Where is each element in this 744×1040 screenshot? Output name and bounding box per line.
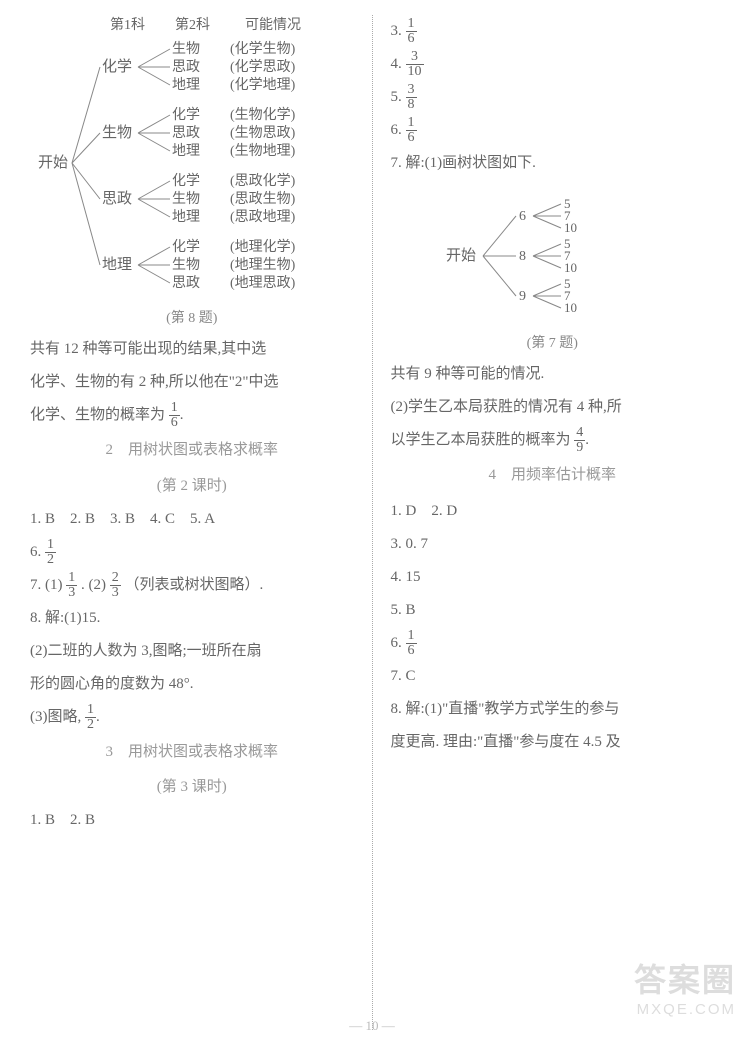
svg-text:开始: 开始 <box>38 154 68 171</box>
frac-2-3: 2 3 <box>110 571 121 600</box>
r-q7-2a: (2)学生乙本局获胜的情况有 4 种,所 <box>391 391 715 424</box>
frac-1-6: 1 6 <box>169 401 180 430</box>
svg-text:(思政化学): (思政化学) <box>230 173 296 189</box>
frac-1-6-r1: 1 6 <box>406 17 417 46</box>
para1-line3-b: . <box>180 407 184 423</box>
r-q6: 6. 1 6 <box>391 114 715 147</box>
s2-q6: 6. 1 2 <box>30 536 354 569</box>
svg-text:开始: 开始 <box>446 247 476 264</box>
svg-text:10: 10 <box>564 300 577 315</box>
frac-4-9: 4 9 <box>574 426 585 455</box>
r-q7-2b: 以学生乙本局获胜的概率为 4 9 . <box>391 424 715 457</box>
left-column: 第1科 第2科 可能情况 开始 化学 生物 思政 地理 (化学生物) (化学思政… <box>30 15 372 1030</box>
svg-text:8: 8 <box>519 249 526 264</box>
svg-text:化学: 化学 <box>172 107 200 123</box>
tree-diagram-q8: 第1科 第2科 可能情况 开始 化学 生物 思政 地理 (化学生物) (化学思政… <box>30 15 330 305</box>
svg-text:(思政生物): (思政生物) <box>230 191 296 207</box>
svg-text:地理: 地理 <box>172 209 200 225</box>
svg-text:生物: 生物 <box>172 191 200 207</box>
frac-3-8: 3 8 <box>406 83 417 112</box>
r-q7-head: 7. 解:(1)画树状图如下. <box>391 147 715 180</box>
frac-3-10: 3 10 <box>406 50 424 79</box>
frac-1-2b: 1 2 <box>85 703 96 732</box>
svg-text:10: 10 <box>564 260 577 275</box>
svg-text:思政: 思政 <box>172 125 200 141</box>
s4-q4: 4. 15 <box>391 561 715 594</box>
page-number: — 10 — <box>0 1018 744 1034</box>
svg-text:(生物思政): (生物思政) <box>230 125 296 141</box>
tree2-caption: (第 7 题) <box>391 330 715 358</box>
r-q5: 5. 3 8 <box>391 81 715 114</box>
s4-q3: 3. 0. 7 <box>391 528 715 561</box>
svg-text:(生物地理): (生物地理) <box>230 143 296 159</box>
svg-text:6: 6 <box>519 209 526 224</box>
para1-line2: 化学、生物的有 2 种,所以他在"2"中选 <box>30 366 354 399</box>
svg-text:(地理化学): (地理化学) <box>230 239 296 255</box>
s3-q1-2: 1. B 2. B <box>30 804 354 837</box>
s2-q1-5: 1. B 2. B 3. B 4. C 5. A <box>30 503 354 536</box>
svg-text:(思政地理): (思政地理) <box>230 209 296 225</box>
svg-text:第1科: 第1科 <box>110 16 145 33</box>
s2-q8-2a: (2)二班的人数为 3,图略;一班所在扇 <box>30 635 354 668</box>
s2-q7: 7. (1) 1 3 . (2) 2 3 （列表或树状图略）. <box>30 569 354 602</box>
page-root: 第1科 第2科 可能情况 开始 化学 生物 思政 地理 (化学生物) (化学思政… <box>0 0 744 1040</box>
svg-text:地理: 地理 <box>102 256 132 273</box>
s2-q8-3: (3)图略, 1 2 . <box>30 701 354 734</box>
para1-line1: 共有 12 种等可能出现的结果,其中选 <box>30 333 354 366</box>
frac-1-6-r3: 1 6 <box>406 629 417 658</box>
svg-text:可能情况: 可能情况 <box>245 17 301 33</box>
s4-q5: 5. B <box>391 594 715 627</box>
svg-text:地理: 地理 <box>172 143 200 159</box>
section-2-title: 2 用树状图或表格求概率 <box>30 432 354 470</box>
s4-q8b: 度更高. 理由:"直播"参与度在 4.5 及 <box>391 726 715 759</box>
svg-text:(化学生物): (化学生物) <box>230 41 296 57</box>
s4-q1-2: 1. D 2. D <box>391 495 715 528</box>
frac-1-3: 1 3 <box>66 571 77 600</box>
frac-1-2: 1 2 <box>45 538 56 567</box>
frac-1-6-r2: 1 6 <box>406 116 417 145</box>
svg-text:化学: 化学 <box>102 58 132 75</box>
svg-text:生物: 生物 <box>102 124 132 141</box>
svg-text:第2科: 第2科 <box>175 16 210 33</box>
svg-text:(化学地理): (化学地理) <box>230 77 296 93</box>
r-q7-line1: 共有 9 种等可能的情况. <box>391 358 715 391</box>
section-2-lesson: (第 2 课时) <box>30 470 354 503</box>
s4-q6: 6. 1 6 <box>391 627 715 660</box>
section-3-lesson: (第 3 课时) <box>30 771 354 804</box>
s2-q8-2b: 形的圆心角的度数为 48°. <box>30 668 354 701</box>
svg-text:生物: 生物 <box>172 41 200 57</box>
svg-text:思政: 思政 <box>172 59 200 75</box>
svg-text:思政: 思政 <box>172 275 200 291</box>
section-3-title: 3 用树状图或表格求概率 <box>30 734 354 772</box>
section-4-title: 4 用频率估计概率 <box>391 457 715 495</box>
tree1-caption: (第 8 题) <box>30 305 354 333</box>
svg-text:思政: 思政 <box>102 190 132 207</box>
svg-text:(地理生物): (地理生物) <box>230 257 296 273</box>
svg-text:(化学思政): (化学思政) <box>230 59 296 75</box>
svg-text:(地理思政): (地理思政) <box>230 275 296 291</box>
r-q4: 4. 3 10 <box>391 48 715 81</box>
right-column: 3. 1 6 4. 3 10 5. 3 8 6. 1 6 <box>373 15 715 1030</box>
svg-text:10: 10 <box>564 220 577 235</box>
r-q3: 3. 1 6 <box>391 15 715 48</box>
s2-q8-1: 8. 解:(1)15. <box>30 602 354 635</box>
s4-q8a: 8. 解:(1)"直播"教学方式学生的参与 <box>391 693 715 726</box>
svg-text:地理: 地理 <box>172 77 200 93</box>
svg-text:化学: 化学 <box>172 239 200 255</box>
svg-text:化学: 化学 <box>172 173 200 189</box>
para1-line3-a: 化学、生物的概率为 <box>30 407 165 423</box>
svg-text:生物: 生物 <box>172 257 200 273</box>
svg-text:(生物化学): (生物化学) <box>230 107 296 123</box>
svg-text:9: 9 <box>519 289 526 304</box>
para1-line3: 化学、生物的概率为 1 6 . <box>30 399 354 432</box>
tree-diagram-q7: 开始 6 8 9 5 7 10 5 7 10 5 <box>391 180 691 330</box>
s4-q7: 7. C <box>391 660 715 693</box>
